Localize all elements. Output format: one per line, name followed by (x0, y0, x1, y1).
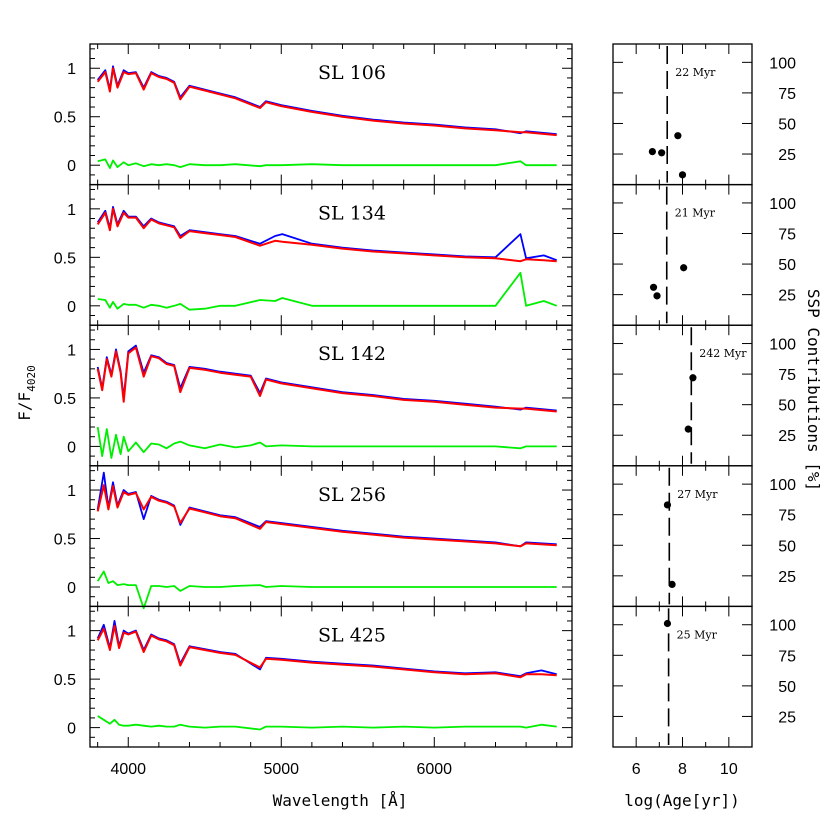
y-tick-label: 0 (67, 580, 76, 597)
y-tick-label: 0.5 (54, 532, 76, 549)
x-tick-label: 4000 (110, 761, 146, 778)
ssp-y-tick-label: 50 (778, 538, 796, 555)
left-x-axis-label: Wavelength [Å] (273, 791, 408, 810)
right-x-axis-label: log(Age[yr]) (624, 791, 740, 810)
ssp-point (663, 619, 672, 628)
mean-age-label: 242 Myr (699, 347, 747, 360)
ssp-y-tick-label: 75 (778, 227, 796, 244)
right-y-axis-label: SSP Contributions [%] (804, 289, 823, 491)
ssp-point (649, 283, 658, 291)
ssp-y-tick-label: 25 (778, 147, 796, 164)
ssp-point (663, 501, 672, 509)
residual-spectrum-line (96, 426, 557, 459)
ssp-y-tick-label: 75 (778, 367, 796, 384)
model-spectrum-line (96, 207, 557, 263)
ssp-panel: 25 50 75 100 25 Myr 6 8 10 (612, 605, 796, 778)
ssp-point (668, 580, 676, 588)
ssp-y-tick-label: 25 (778, 569, 796, 586)
spectrum-panel-frame (89, 605, 573, 748)
spectrum-panel: 0 0.5 1 SL 256 (54, 465, 573, 610)
ssp-x-tick-label: 8 (678, 761, 687, 778)
y-tick-label: 0 (67, 158, 76, 175)
ssp-point (689, 374, 697, 382)
left-y-axis-label-subscript: 4020 (25, 365, 38, 392)
y-tick-label: 0 (67, 439, 76, 456)
ssp-y-tick-label: 75 (778, 648, 796, 665)
spectrum-panel: 0 0.5 1 SL 106 (54, 43, 573, 186)
left-y-axis-label-main: F/F (15, 392, 34, 421)
residual-spectrum-line (97, 158, 557, 170)
ssp-y-tick-label: 50 (778, 398, 796, 415)
residual-spectrum-line (96, 570, 557, 610)
ssp-point (653, 292, 661, 300)
model-spectrum-line (96, 624, 557, 679)
ssp-panel: 25 50 75 100 21 Myr (612, 183, 796, 326)
spectrum-panel: 0 0.5 1 SL 134 (54, 183, 573, 326)
spectrum-panel-title: SL 425 (318, 624, 386, 646)
y-tick-label: 0.5 (54, 250, 76, 267)
left-y-axis-label: F/F4020 (15, 365, 38, 420)
y-tick-label: 1 (67, 342, 76, 359)
residual-spectrum-line (97, 715, 557, 731)
ssp-y-tick-label: 75 (778, 86, 796, 103)
ssp-y-tick-label: 75 (778, 508, 796, 525)
residual-spectrum-line (97, 271, 558, 311)
y-tick-label: 0.5 (54, 110, 76, 127)
ssp-point (684, 425, 692, 433)
y-tick-label: 0.5 (54, 672, 76, 689)
spectrum-panel-title: SL 142 (318, 343, 386, 365)
ssp-y-tick-label: 50 (778, 116, 796, 133)
spectrum-panel-title: SL 106 (318, 62, 386, 84)
model-spectrum-line (96, 346, 557, 413)
ssp-y-tick-label: 100 (769, 55, 796, 72)
spectra-panels: 0 0.5 1 SL 106 0 0.5 1 SL 134 0 0.5 1 SL 142 0 0.5 1 SL… (54, 43, 573, 778)
mean-age-label: 22 Myr (675, 66, 716, 79)
y-tick-label: 1 (67, 202, 76, 219)
x-tick-label: 6000 (416, 761, 452, 778)
ssp-x-tick-label: 10 (720, 761, 738, 778)
ssp-point (674, 132, 682, 140)
y-tick-label: 1 (67, 61, 76, 78)
mean-age-label: 25 Myr (677, 628, 718, 641)
ssp-y-tick-label: 100 (769, 196, 796, 213)
ssp-y-tick-label: 50 (778, 257, 796, 274)
ssp-y-tick-label: 25 (778, 709, 796, 726)
model-spectrum-line (96, 67, 557, 137)
spectrum-panel: 0 0.5 1 SL 142 (54, 324, 573, 467)
ssp-y-tick-label: 25 (778, 288, 796, 305)
ssp-y-tick-label: 100 (769, 477, 796, 494)
y-tick-label: 0.5 (54, 391, 76, 408)
ssp-y-tick-label: 100 (769, 618, 796, 635)
mean-age-label: 27 Myr (677, 488, 718, 501)
ssp-y-tick-label: 100 (769, 337, 796, 354)
y-tick-label: 0 (67, 299, 76, 316)
ssp-y-tick-label: 50 (778, 679, 796, 696)
ssp-point (658, 149, 666, 157)
spectrum-panel-title: SL 256 (318, 484, 386, 506)
mean-age-label: 21 Myr (675, 207, 716, 220)
ssp-y-tick-label: 25 (778, 428, 796, 445)
ssp-point (680, 264, 688, 272)
x-tick-label: 5000 (263, 761, 299, 778)
ssp-x-tick-label: 6 (632, 761, 641, 778)
spectrum-panel: 0 0.5 1 SL 425 4000 5000 6000 (54, 605, 573, 778)
ssp-point (678, 171, 687, 179)
ssp-point (648, 147, 656, 156)
model-spectrum-line (96, 484, 557, 548)
y-tick-label: 1 (67, 624, 76, 641)
y-tick-label: 0 (67, 721, 76, 738)
ssp-panel: 25 50 75 100 27 Myr (612, 465, 796, 608)
ssp-panel: 25 50 75 100 22 Myr (612, 43, 796, 186)
spectrum-panel-title: SL 134 (318, 203, 386, 225)
y-tick-label: 1 (67, 483, 76, 500)
ssp-panel: 25 50 75 100 242 Myr (612, 324, 796, 467)
